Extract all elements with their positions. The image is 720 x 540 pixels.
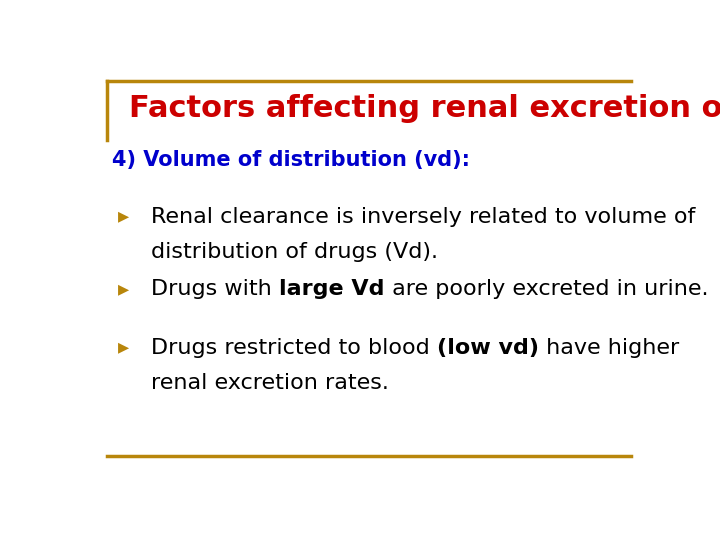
Text: Factors affecting renal excretion of drugs: Factors affecting renal excretion of dru… bbox=[129, 94, 720, 123]
Text: Drugs restricted to blood: Drugs restricted to blood bbox=[151, 338, 437, 357]
Text: large Vd: large Vd bbox=[279, 279, 384, 299]
Text: Renal clearance is inversely related to volume of: Renal clearance is inversely related to … bbox=[151, 207, 696, 227]
Text: are poorly excreted in urine.: are poorly excreted in urine. bbox=[384, 279, 708, 299]
Text: (low vd): (low vd) bbox=[437, 338, 539, 357]
Text: ▸: ▸ bbox=[118, 279, 129, 299]
Text: ▸: ▸ bbox=[118, 338, 129, 357]
Text: ▸: ▸ bbox=[118, 207, 129, 227]
Text: Drugs with: Drugs with bbox=[151, 279, 279, 299]
Text: renal excretion rates.: renal excretion rates. bbox=[151, 373, 390, 393]
Text: have higher: have higher bbox=[539, 338, 680, 357]
Text: distribution of drugs (Vd).: distribution of drugs (Vd). bbox=[151, 242, 438, 262]
Text: 4) Volume of distribution (vd):: 4) Volume of distribution (vd): bbox=[112, 151, 470, 171]
